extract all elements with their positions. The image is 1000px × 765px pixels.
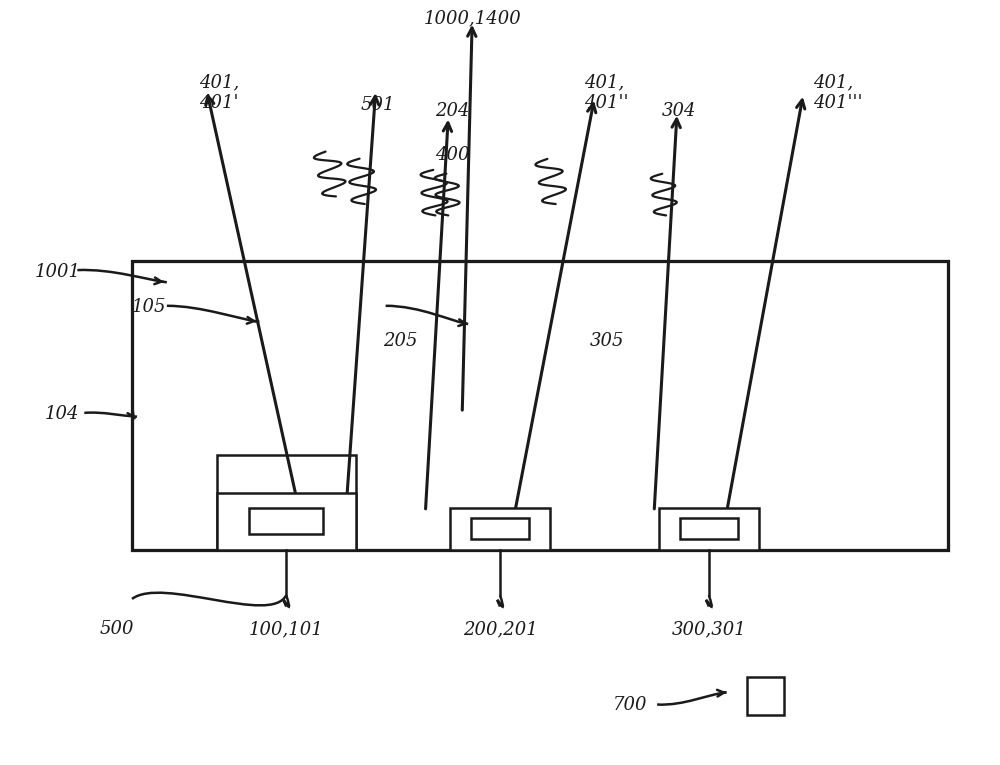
Text: 400: 400	[435, 145, 470, 164]
Bar	[471, 518, 529, 539]
Bar	[450, 508, 550, 549]
Bar	[680, 518, 738, 539]
Text: 104: 104	[45, 405, 79, 423]
Text: 1000,1400: 1000,1400	[423, 9, 521, 27]
Text: 401,
401''': 401, 401'''	[813, 73, 863, 112]
Text: 401,
401'': 401, 401''	[584, 73, 629, 112]
Bar	[132, 261, 948, 549]
Text: 304: 304	[662, 102, 696, 119]
Text: 305: 305	[590, 332, 625, 350]
Text: 700: 700	[613, 696, 647, 715]
Text: 204: 204	[435, 103, 470, 120]
Bar	[659, 508, 759, 549]
Text: 300,301: 300,301	[671, 620, 746, 638]
Text: 105: 105	[132, 298, 167, 315]
Bar	[217, 454, 356, 549]
Text: 200,201: 200,201	[463, 620, 537, 638]
Text: 100,101: 100,101	[249, 620, 324, 638]
Text: 500: 500	[100, 620, 134, 638]
Text: 501: 501	[360, 96, 395, 114]
Text: 205: 205	[383, 332, 418, 350]
Bar	[217, 493, 356, 549]
Text: 1001: 1001	[35, 263, 81, 282]
Bar	[747, 677, 784, 715]
Text: 401,
401': 401, 401'	[199, 73, 240, 112]
Bar	[249, 508, 323, 535]
